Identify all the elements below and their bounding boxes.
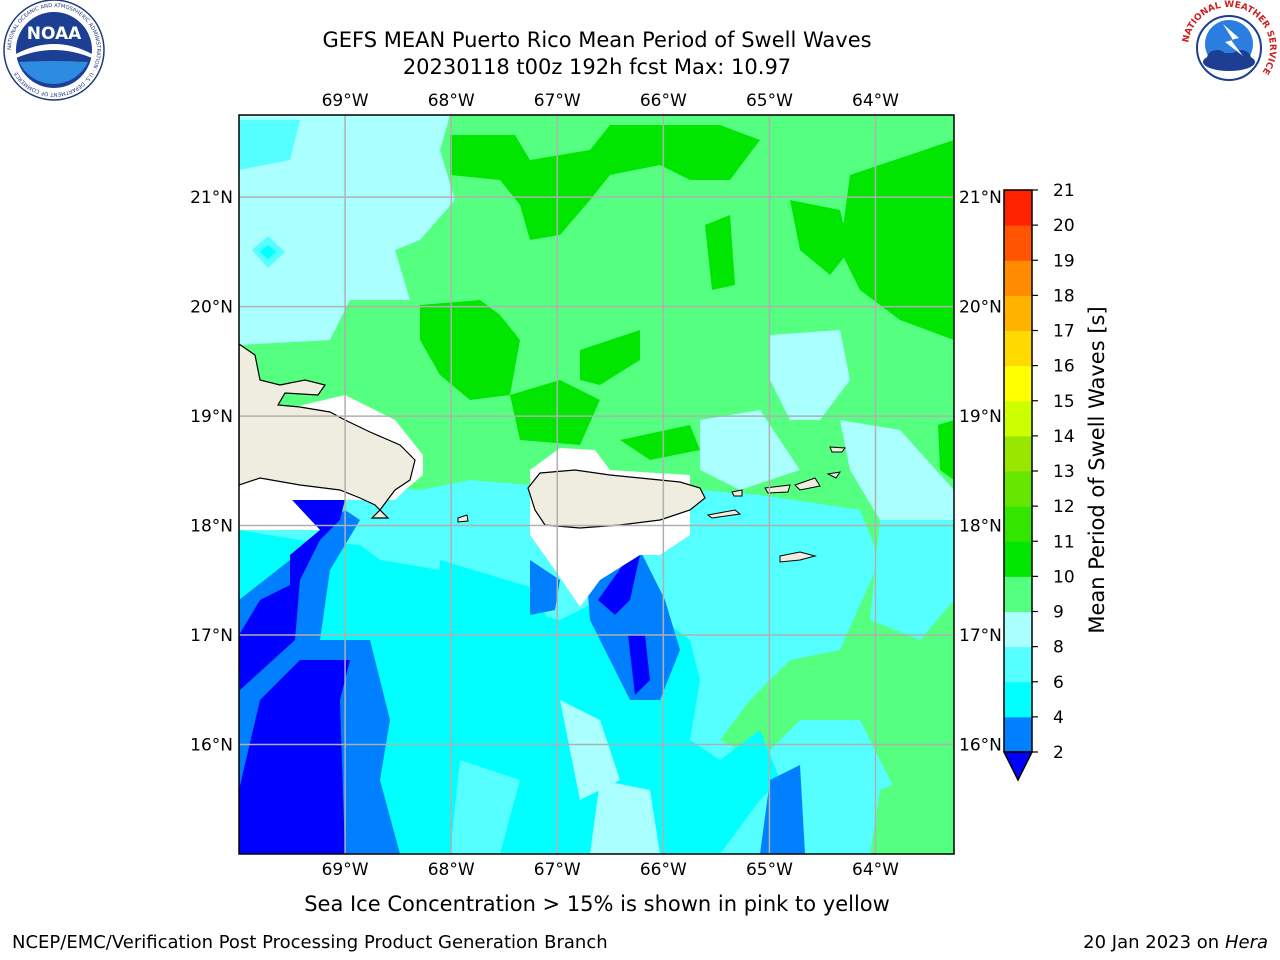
colorbar-segment [1004,611,1032,648]
lat-label-left: 17°N [190,626,233,646]
footer-credit: NCEP/EMC/Verification Post Processing Pr… [12,932,608,953]
colorbar-tick-label: 8 [1053,638,1064,658]
lat-label-left: 16°N [190,736,233,756]
colorbar-tick-label: 12 [1053,497,1075,517]
swell-period-field [239,115,954,854]
lon-label-top: 67°W [534,91,581,111]
lat-label-right: 16°N [959,736,1002,756]
nws-logo: NATIONAL WEATHER SERVICE [1179,0,1279,98]
chart-subtitle: 20230118 t00z 192h fcst Max: 10.97 [402,55,792,79]
colorbar-tick-label: 4 [1053,708,1064,728]
colorbar: 2 4 6 8 9 10 11 12 13 14 15 16 17 18 19 20 21 [1002,181,1075,782]
colorbar-segment [1004,400,1032,437]
colorbar-tick-label: 21 [1053,181,1075,201]
colorbar-tick-label: 16 [1053,357,1075,377]
lon-label-bottom: 65°W [746,860,793,880]
colorbar-tick-label: 19 [1053,251,1075,271]
colorbar-label: Mean Period of Swell Waves [s] [1085,306,1109,634]
colorbar-segment [1004,330,1032,367]
lon-label-top: 66°W [640,91,687,111]
lat-label-right: 18°N [959,517,1002,537]
graticule [239,115,954,854]
lat-label-left: 21°N [190,188,233,208]
colorbar-tick-label: 15 [1053,392,1075,412]
lon-label-top: 69°W [322,91,369,111]
colorbar-tick-label: 10 [1053,567,1075,587]
colorbar-segment [1004,506,1032,542]
colorbar-tick-label: 9 [1053,603,1064,623]
lat-label-left: 20°N [190,298,233,318]
lon-label-top: 68°W [428,91,475,111]
lat-label-left: 18°N [190,517,233,537]
colorbar-segment [1004,190,1032,226]
sea-ice-note: Sea Ice Concentration > 15% is shown in … [304,892,890,916]
colorbar-tick-label: 17 [1053,322,1075,342]
colorbar-segment [1004,716,1032,753]
lon-label-top: 64°W [852,91,899,111]
footer-machine: Hera [1224,932,1268,953]
lon-label-bottom: 66°W [640,860,687,880]
colorbar-segment [1004,576,1032,612]
colorbar-segment [1004,225,1032,261]
colorbar-tick-label: 20 [1053,216,1075,236]
noaa-logo-text: NOAA [27,24,82,44]
colorbar-segment [1004,260,1032,296]
footer-date: 20 Jan 2023 on Hera [1083,931,1268,955]
lat-label-right: 20°N [959,298,1002,318]
lon-label-bottom: 64°W [852,860,899,880]
lon-label-top: 65°W [746,91,793,111]
lat-label-right: 19°N [959,407,1002,427]
noaa-logo: NATIONAL OCEANIC AND ATMOSPHERIC ADMINIS… [3,0,105,101]
colorbar-segment [1004,681,1032,718]
lat-label-right: 17°N [959,626,1002,646]
colorbar-tick-label: 13 [1053,462,1075,482]
lon-label-bottom: 67°W [534,860,581,880]
lat-label-left: 19°N [190,407,233,427]
colorbar-tick-label: 18 [1053,286,1075,306]
map-frame [238,114,955,855]
colorbar-tick-label: 14 [1053,427,1075,447]
chart-title: GEFS MEAN Puerto Rico Mean Period of Swe… [322,28,872,52]
colorbar-extension [1002,751,1034,782]
lon-label-bottom: 69°W [322,860,369,880]
footer-date-text: 20 Jan 2023 on [1083,932,1225,953]
colorbar-segment [1004,295,1032,331]
colorbar-tick-label: 11 [1053,532,1075,552]
colorbar-segment [1004,365,1032,402]
colorbar-segment [1004,541,1032,577]
colorbar-segment [1004,646,1032,683]
colorbar-segment [1004,471,1032,507]
lon-label-bottom: 68°W [428,860,475,880]
colorbar-tick-label: 2 [1053,743,1064,763]
colorbar-tick-label: 6 [1053,673,1064,693]
lat-label-right: 21°N [959,188,1002,208]
colorbar-segment [1004,435,1032,472]
